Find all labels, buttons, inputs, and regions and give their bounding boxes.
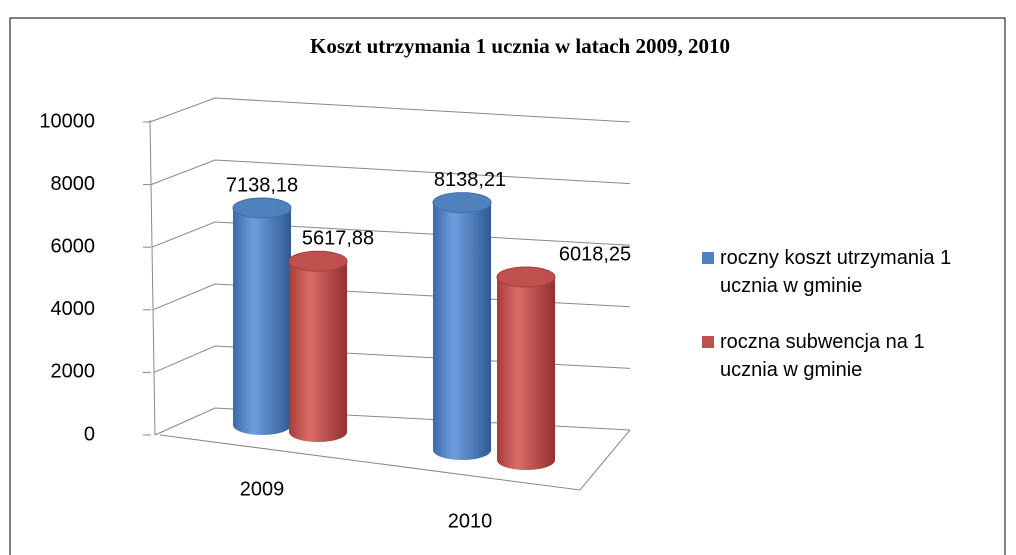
chart-title: Koszt utrzymania 1 ucznia w latach 2009,… (310, 34, 730, 58)
legend-label: roczna subwencja na 1 ucznia w gminie (720, 331, 925, 381)
y-tick-label: 10000 (39, 110, 95, 132)
data-label: 7138,18 (226, 174, 298, 196)
grid-line (150, 159, 631, 186)
legend-swatch (702, 336, 714, 348)
floor-edge (159, 429, 631, 491)
y-tick-label: 4000 (51, 298, 96, 320)
y-tick-label: 8000 (51, 173, 96, 195)
bar-top (496, 266, 556, 288)
legend-label: roczny koszt utrzymania 1 ucznia w gmini… (720, 247, 952, 297)
grid-line (153, 345, 631, 373)
bar-top (288, 250, 348, 272)
x-tick-label: 2009 (240, 478, 285, 500)
y-axis (149, 119, 156, 436)
bar-body (497, 277, 555, 470)
bar-body (233, 207, 291, 435)
y-tick-label: 2000 (51, 361, 96, 383)
bar (288, 250, 348, 442)
data-label: 6018,25 (559, 243, 631, 265)
data-label: 5617,88 (302, 227, 374, 249)
grid-line (152, 283, 631, 311)
bar-top (232, 197, 292, 219)
grid-line (154, 407, 631, 436)
bar (432, 192, 492, 460)
bar-top (432, 192, 492, 214)
bar (232, 197, 292, 435)
bar (496, 266, 556, 470)
y-tick-label: 6000 (51, 235, 96, 257)
bar-body (433, 202, 491, 460)
x-tick-label: 2010 (448, 510, 493, 532)
grid-line (149, 97, 631, 123)
bar-body (289, 261, 347, 442)
data-label: 8138,21 (434, 169, 506, 191)
y-tick-label: 0 (84, 423, 95, 445)
grid-line (151, 221, 631, 248)
legend-swatch (702, 252, 714, 264)
